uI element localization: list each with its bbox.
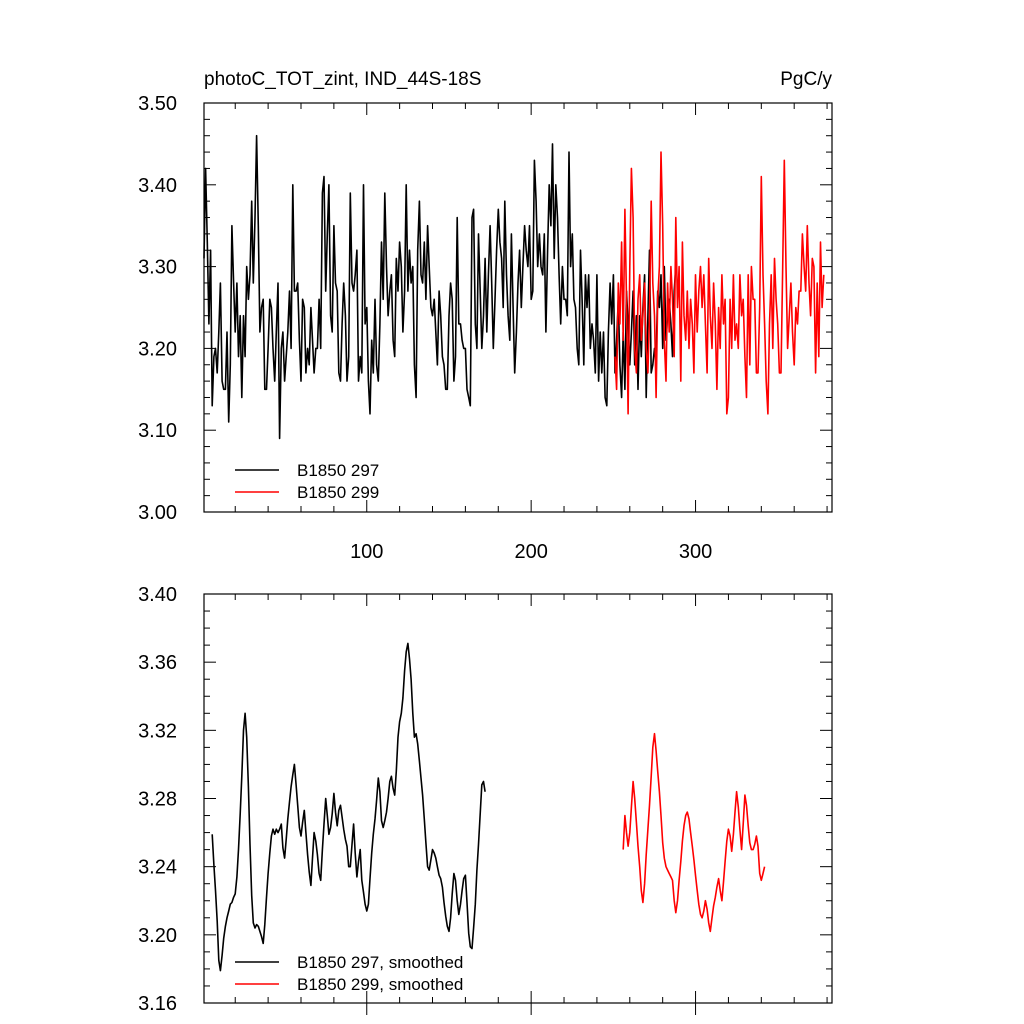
chart-panel-1: 3.00 3.10 3.20 3.30 3.40 3.50 100 200 300 photoC_…: [138, 69, 833, 563]
y-tick-label: 3.24: [138, 857, 177, 879]
chart-title: photoC_TOT_zint, IND_44S-18S: [204, 69, 481, 90]
y-tick-label: 3.40: [138, 175, 177, 197]
legend-label-1: B1850 297: [297, 461, 379, 480]
x-tick-label: 100: [350, 541, 383, 563]
series-line-1: [203, 134, 677, 440]
series-line-1: [211, 642, 486, 972]
x-tick-label: 300: [679, 541, 712, 563]
y-tick-label: 3.00: [138, 502, 177, 524]
y-tick-label: 3.40: [138, 584, 177, 606]
legend-label-2: B1850 299, smoothed: [297, 975, 463, 994]
chart-panel-2: 3.16 3.20 3.24 3.28 3.32 3.36 3.40 B1850 297, s…: [138, 584, 833, 1015]
y-tick-label: 3.28: [138, 789, 177, 811]
y-tick-label: 3.16: [138, 993, 177, 1015]
y-tick-label: 3.10: [138, 420, 177, 442]
y-tick-label: 3.32: [138, 720, 177, 742]
y-tick-label: 3.50: [138, 93, 177, 115]
chart-units: PgC/y: [780, 69, 832, 90]
y-tick-label: 3.36: [138, 652, 177, 674]
y-tick-label: 3.30: [138, 257, 177, 279]
y-tick-label: 3.20: [138, 925, 177, 947]
series-line-2: [622, 732, 766, 933]
x-tick-label: 200: [514, 541, 547, 563]
legend-label-1: B1850 297, smoothed: [297, 953, 463, 972]
series-line-2: [614, 151, 825, 415]
y-tick-label: 3.20: [138, 338, 177, 360]
plot-frame: [203, 102, 833, 513]
legend-label-2: B1850 299: [297, 483, 379, 502]
